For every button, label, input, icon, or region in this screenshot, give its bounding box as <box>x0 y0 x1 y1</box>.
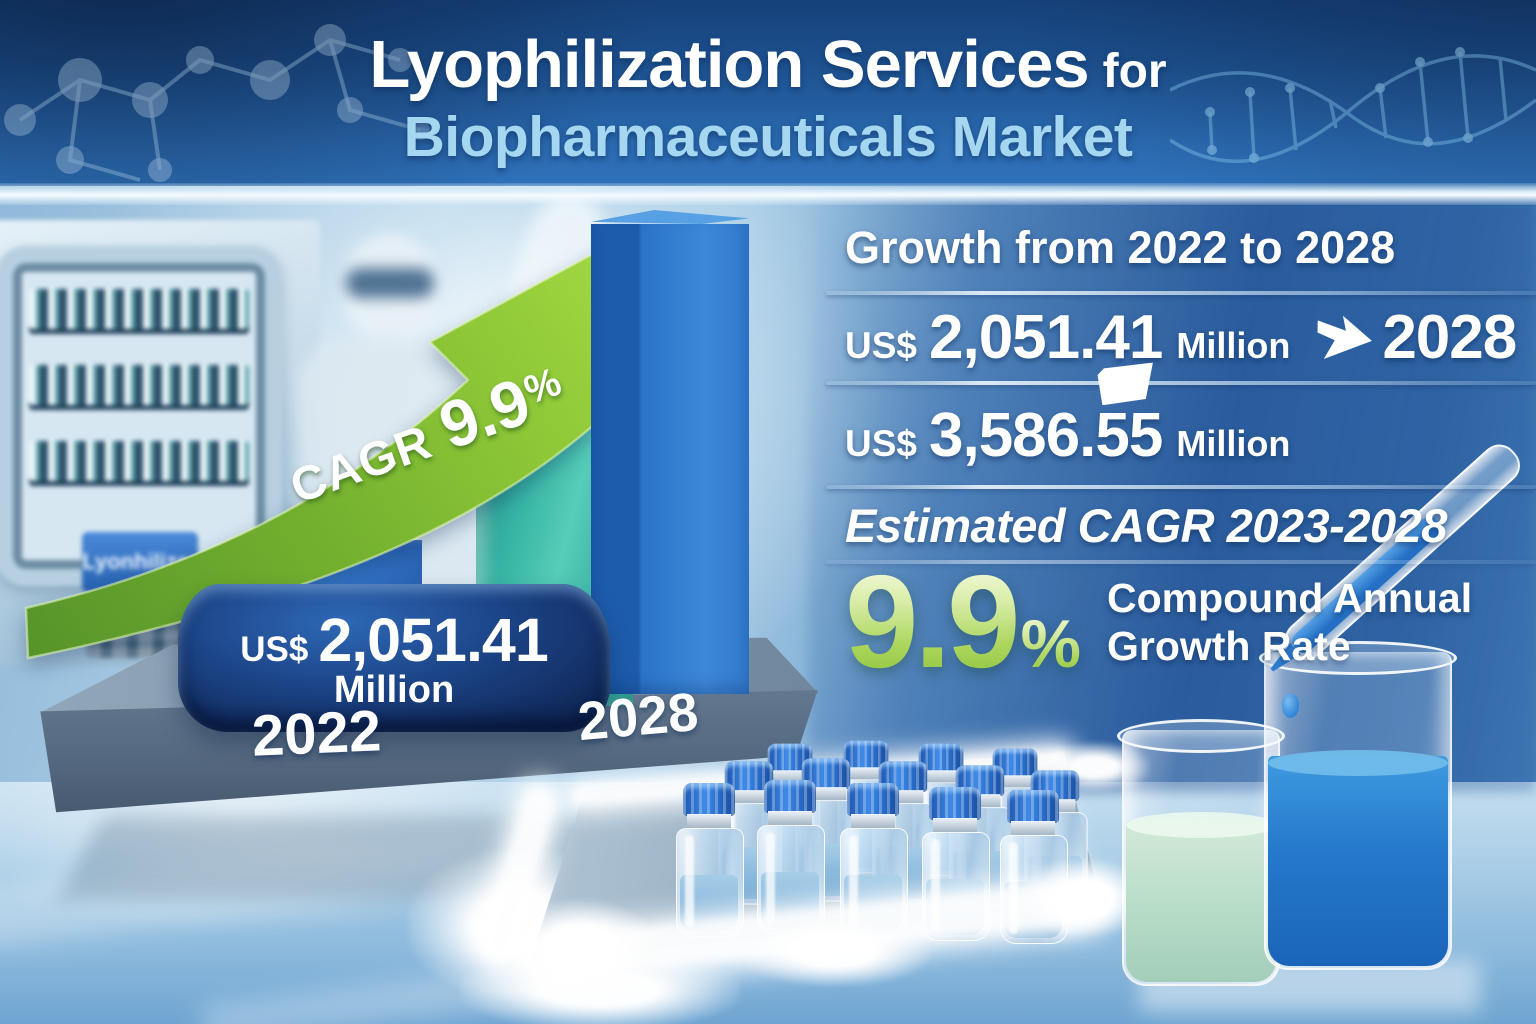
currency-label: US$ <box>845 423 917 464</box>
vial-shelf <box>29 441 249 481</box>
bar-2028-blue <box>591 224 749 694</box>
beaker-liquid-blue <box>1268 756 1448 966</box>
cagr-caption-line2: Growth Rate <box>1106 623 1351 669</box>
axis-year-2028: 2028 <box>575 681 701 753</box>
panel-divider <box>826 381 1536 385</box>
frost-clump <box>505 900 655 986</box>
vial-shelf <box>29 365 249 405</box>
liquid-surface <box>1268 750 1448 776</box>
cagr-heading: Estimated CAGR 2023-2028 <box>845 499 1447 552</box>
lyophilizer-machine: Lyonhilizer <box>0 220 320 666</box>
page-subtitle: Biopharmaceuticals Market <box>403 105 1133 169</box>
value-badge-2022: US$ 2,051.41 Million <box>178 584 610 732</box>
beaker-right <box>1259 641 1457 970</box>
axis-year-2022: 2022 <box>250 698 383 769</box>
pipette-drop <box>1282 694 1299 718</box>
machine-door <box>0 246 282 586</box>
header-divider-band <box>0 183 1536 205</box>
vial-shelf <box>29 289 249 329</box>
panel-divider <box>826 560 1536 564</box>
liquid-surface <box>1126 812 1276 838</box>
cagr-caption: Compound Annual Growth Rate <box>1107 574 1472 671</box>
target-year: 2028 <box>1382 303 1517 372</box>
panel-divider <box>826 485 1536 489</box>
badge-unit: Million <box>333 668 455 711</box>
vial <box>676 783 744 937</box>
page-title: Lyophilization Services for <box>0 26 1536 103</box>
title-main: Lyophilization Services <box>369 27 1089 102</box>
stat-row-2022: US$ 2,051.41 Million 2028 <box>845 302 1517 373</box>
molecule-graphic <box>4 24 430 182</box>
unit-label: Million <box>1176 325 1291 366</box>
cagr-caption-line1: Compound Annual <box>1106 574 1473 621</box>
unit-label: Million <box>1176 423 1291 464</box>
currency-label: US$ <box>845 325 917 366</box>
cagr-value: 9.9 <box>845 548 1020 695</box>
frost-clump <box>740 920 930 986</box>
value-2028: 3,586.55 <box>928 401 1163 470</box>
badge-currency: US$ <box>240 629 309 669</box>
badge-amount: 2,051.41 <box>318 605 548 674</box>
scientist-goggles <box>346 268 434 298</box>
beaker-liquid-green <box>1126 820 1276 982</box>
title-suffix: for <box>1102 45 1167 98</box>
stat-row-2028: US$ 3,586.55 Million <box>845 400 1290 471</box>
panel-heading: Growth from 2022 to 2028 <box>845 222 1396 273</box>
cagr-row: 9.9 % Compound Annual Growth Rate <box>845 556 1472 688</box>
arrow-right-icon <box>1314 312 1375 364</box>
cagr-percent-sign: % <box>1020 606 1081 682</box>
beaker-left <box>1117 719 1285 986</box>
value-2022: 2,051.41 <box>928 303 1163 372</box>
header-banner <box>0 0 1536 186</box>
beaker-rim <box>1117 719 1285 753</box>
panel-divider <box>826 291 1536 295</box>
dna-helix-graphic <box>1170 47 1536 163</box>
